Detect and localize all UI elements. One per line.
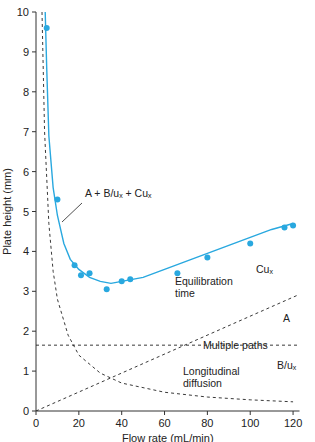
x-tick-label: 100 — [241, 417, 259, 429]
y-tick-label: 10 — [17, 6, 29, 18]
annotation: B/uₓ — [277, 359, 297, 371]
y-tick — [32, 51, 36, 52]
y-tick — [32, 331, 36, 332]
dashed-line — [42, 12, 293, 402]
y-tick — [32, 131, 36, 132]
x-tick — [36, 411, 37, 415]
x-tick — [207, 411, 208, 415]
dashed-line — [36, 295, 297, 411]
x-tick — [293, 411, 294, 415]
annotation-line: Longitudinal — [183, 365, 240, 377]
y-tick-label: 9 — [23, 46, 29, 58]
y-tick-label: 5 — [23, 206, 29, 218]
y-tick-label: 0 — [23, 405, 29, 417]
y-tick — [32, 91, 36, 92]
x-tick-label: 0 — [33, 417, 39, 429]
annotation-line: time — [175, 287, 195, 299]
data-point — [247, 240, 253, 246]
annotation: Equilibrationtime — [175, 275, 233, 299]
y-tick-label: 1 — [23, 365, 29, 377]
x-tick — [250, 411, 251, 415]
y-tick — [32, 211, 36, 212]
y-tick-label: 7 — [23, 126, 29, 138]
y-tick-label: 6 — [23, 166, 29, 178]
chart: 012345678910020406080100120Flow rate (mL… — [0, 0, 315, 442]
y-tick-label: 3 — [23, 285, 29, 297]
x-tick-label: 80 — [201, 417, 213, 429]
y-tick — [32, 371, 36, 372]
annotation: A — [283, 312, 290, 324]
data-point — [44, 25, 50, 31]
y-axis-label: Plate height (mm) — [1, 168, 13, 255]
x-tick-label: 20 — [73, 417, 85, 429]
annotation: Multiple paths — [203, 339, 268, 351]
annotation: Cuₓ — [256, 263, 273, 275]
x-axis — [36, 411, 300, 412]
data-point — [104, 286, 110, 292]
y-tick — [32, 411, 36, 412]
y-tick — [32, 12, 36, 13]
y-tick-label: 2 — [23, 325, 29, 337]
y-tick-label: 8 — [23, 86, 29, 98]
data-point — [204, 254, 210, 260]
x-tick-label: 120 — [284, 417, 302, 429]
x-tick — [121, 411, 122, 415]
annotation: Longitudinaldiffusion — [183, 365, 240, 389]
x-tick — [78, 411, 79, 415]
annotation-line: Equilibration — [175, 275, 233, 287]
fit-curve — [45, 12, 293, 283]
leader-line — [62, 203, 82, 222]
x-axis-label: Flow rate (mL/min) — [122, 432, 214, 442]
x-tick-label: 40 — [116, 417, 128, 429]
y-tick — [32, 291, 36, 292]
y-tick-label: 4 — [23, 245, 29, 257]
y-tick — [32, 171, 36, 172]
y-tick — [32, 251, 36, 252]
annotation-line: diffusion — [183, 377, 222, 389]
annotation: A + B/uₓ + Cuₓ — [85, 187, 152, 199]
plot-area — [36, 12, 297, 411]
x-tick — [164, 411, 165, 415]
x-tick-label: 60 — [158, 417, 170, 429]
